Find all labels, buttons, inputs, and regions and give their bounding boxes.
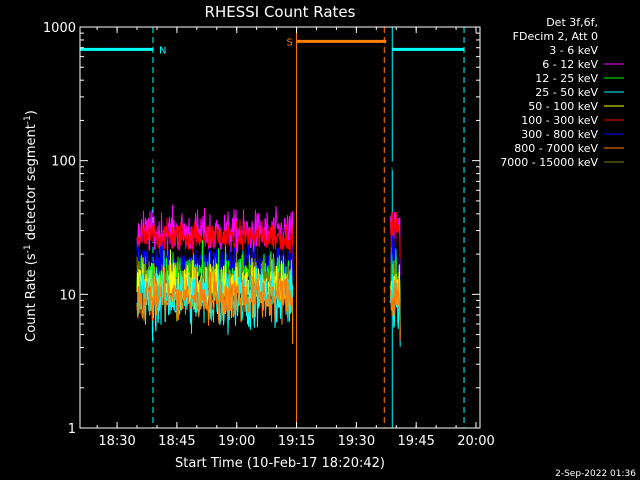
legend-entry-label: 12 - 25 keV bbox=[535, 72, 598, 85]
flag-label: N bbox=[159, 45, 166, 56]
legend-entry-label: 300 - 800 keV bbox=[521, 128, 598, 141]
legend-entry-label: 50 - 100 keV bbox=[528, 100, 598, 113]
legend-entry-label: 25 - 50 keV bbox=[535, 86, 598, 99]
x-axis-label: Start Time (10-Feb-17 18:20:42) bbox=[175, 456, 385, 471]
x-tick-label: 19:30 bbox=[338, 434, 375, 449]
legend-entry-label: 800 - 7000 keV bbox=[514, 142, 598, 155]
y-axis-label-part: Count Rate (s bbox=[24, 253, 39, 342]
legend-entry-label: 100 - 300 keV bbox=[521, 114, 598, 127]
plot-frame bbox=[79, 26, 481, 429]
timestamp: 2-Sep-2022 01:36 bbox=[555, 469, 636, 479]
series-line bbox=[389, 149, 401, 209]
legend-entry-label: 6 - 12 keV bbox=[542, 58, 598, 71]
y-axis-label: Count Rate (s-1 detector segment-1) bbox=[23, 110, 39, 342]
x-tick-label: 18:45 bbox=[158, 434, 195, 449]
x-tick-label: 19:15 bbox=[278, 434, 315, 449]
y-axis-label-part: ) bbox=[24, 110, 39, 115]
y-tick-label: 10 bbox=[59, 288, 76, 303]
legend-header: FDecim 2, Att 0 bbox=[513, 30, 598, 43]
chart-title: RHESSI Count Rates bbox=[205, 3, 356, 21]
y-tick-label: 1 bbox=[68, 422, 76, 437]
y-tick-label: 100 bbox=[51, 155, 76, 170]
x-tick-label: 18:30 bbox=[98, 434, 135, 449]
legend-entry-label: 3 - 6 keV bbox=[549, 44, 598, 57]
flag-label: S bbox=[287, 37, 293, 48]
x-tick-label: 19:00 bbox=[218, 434, 255, 449]
x-tick-label: 20:00 bbox=[457, 434, 494, 449]
series-line bbox=[389, 275, 401, 341]
series-line bbox=[136, 144, 294, 205]
legend-header: Det 3f,6f, bbox=[546, 16, 598, 29]
y-axis-label-exponent: -1 bbox=[23, 115, 33, 124]
x-tick-label: 19:45 bbox=[397, 434, 434, 449]
y-axis-label-exponent: -1 bbox=[23, 244, 33, 253]
legend-entry-label: 7000 - 15000 keV bbox=[500, 156, 598, 169]
series-line bbox=[136, 263, 294, 344]
y-axis-label-part: detector segment bbox=[24, 124, 39, 244]
y-tick-label: 1000 bbox=[43, 21, 76, 36]
